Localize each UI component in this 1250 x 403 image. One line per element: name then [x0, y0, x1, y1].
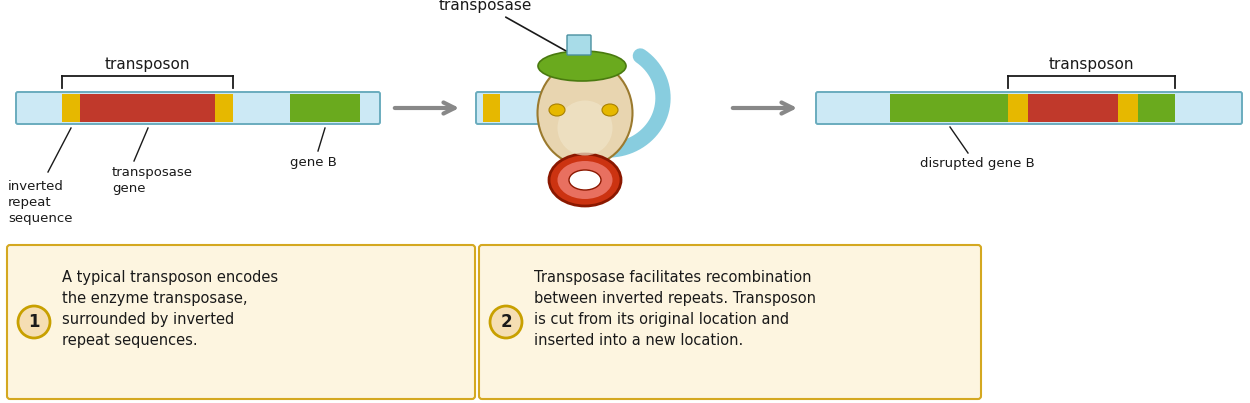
- Bar: [1118, 94, 1138, 122]
- Text: 1: 1: [29, 313, 40, 331]
- Text: gene B: gene B: [290, 156, 338, 169]
- Bar: [62, 94, 80, 122]
- Ellipse shape: [569, 170, 601, 190]
- Bar: [482, 94, 500, 122]
- Bar: [1028, 94, 1118, 122]
- Ellipse shape: [549, 154, 621, 206]
- Ellipse shape: [549, 104, 565, 116]
- Ellipse shape: [558, 161, 612, 199]
- Text: disrupted gene B: disrupted gene B: [920, 157, 1035, 170]
- Circle shape: [490, 306, 522, 338]
- FancyBboxPatch shape: [16, 92, 380, 124]
- Ellipse shape: [538, 60, 632, 166]
- Bar: [1008, 94, 1028, 122]
- Text: inverted
repeat
sequence: inverted repeat sequence: [8, 180, 72, 225]
- Text: 2: 2: [500, 313, 511, 331]
- FancyBboxPatch shape: [479, 245, 981, 399]
- Bar: [290, 94, 360, 122]
- Bar: [80, 94, 215, 122]
- Circle shape: [18, 306, 50, 338]
- Text: A typical transposon encodes
the enzyme transposase,
surrounded by inverted
repe: A typical transposon encodes the enzyme …: [62, 270, 278, 348]
- Bar: [588, 94, 602, 122]
- FancyBboxPatch shape: [816, 92, 1242, 124]
- Text: transposon: transposon: [105, 57, 190, 72]
- Bar: [215, 94, 232, 122]
- Text: transposon: transposon: [1049, 57, 1134, 72]
- Ellipse shape: [538, 51, 626, 81]
- Ellipse shape: [602, 104, 618, 116]
- Text: transposase
gene: transposase gene: [112, 166, 192, 195]
- FancyBboxPatch shape: [568, 35, 591, 55]
- FancyBboxPatch shape: [476, 92, 606, 124]
- FancyBboxPatch shape: [8, 245, 475, 399]
- Ellipse shape: [558, 100, 612, 156]
- Text: Transposase facilitates recombination
between inverted repeats. Transposon
is cu: Transposase facilitates recombination be…: [534, 270, 816, 348]
- Bar: [1138, 94, 1175, 122]
- Bar: [890, 94, 1008, 122]
- Text: transposase: transposase: [439, 0, 572, 55]
